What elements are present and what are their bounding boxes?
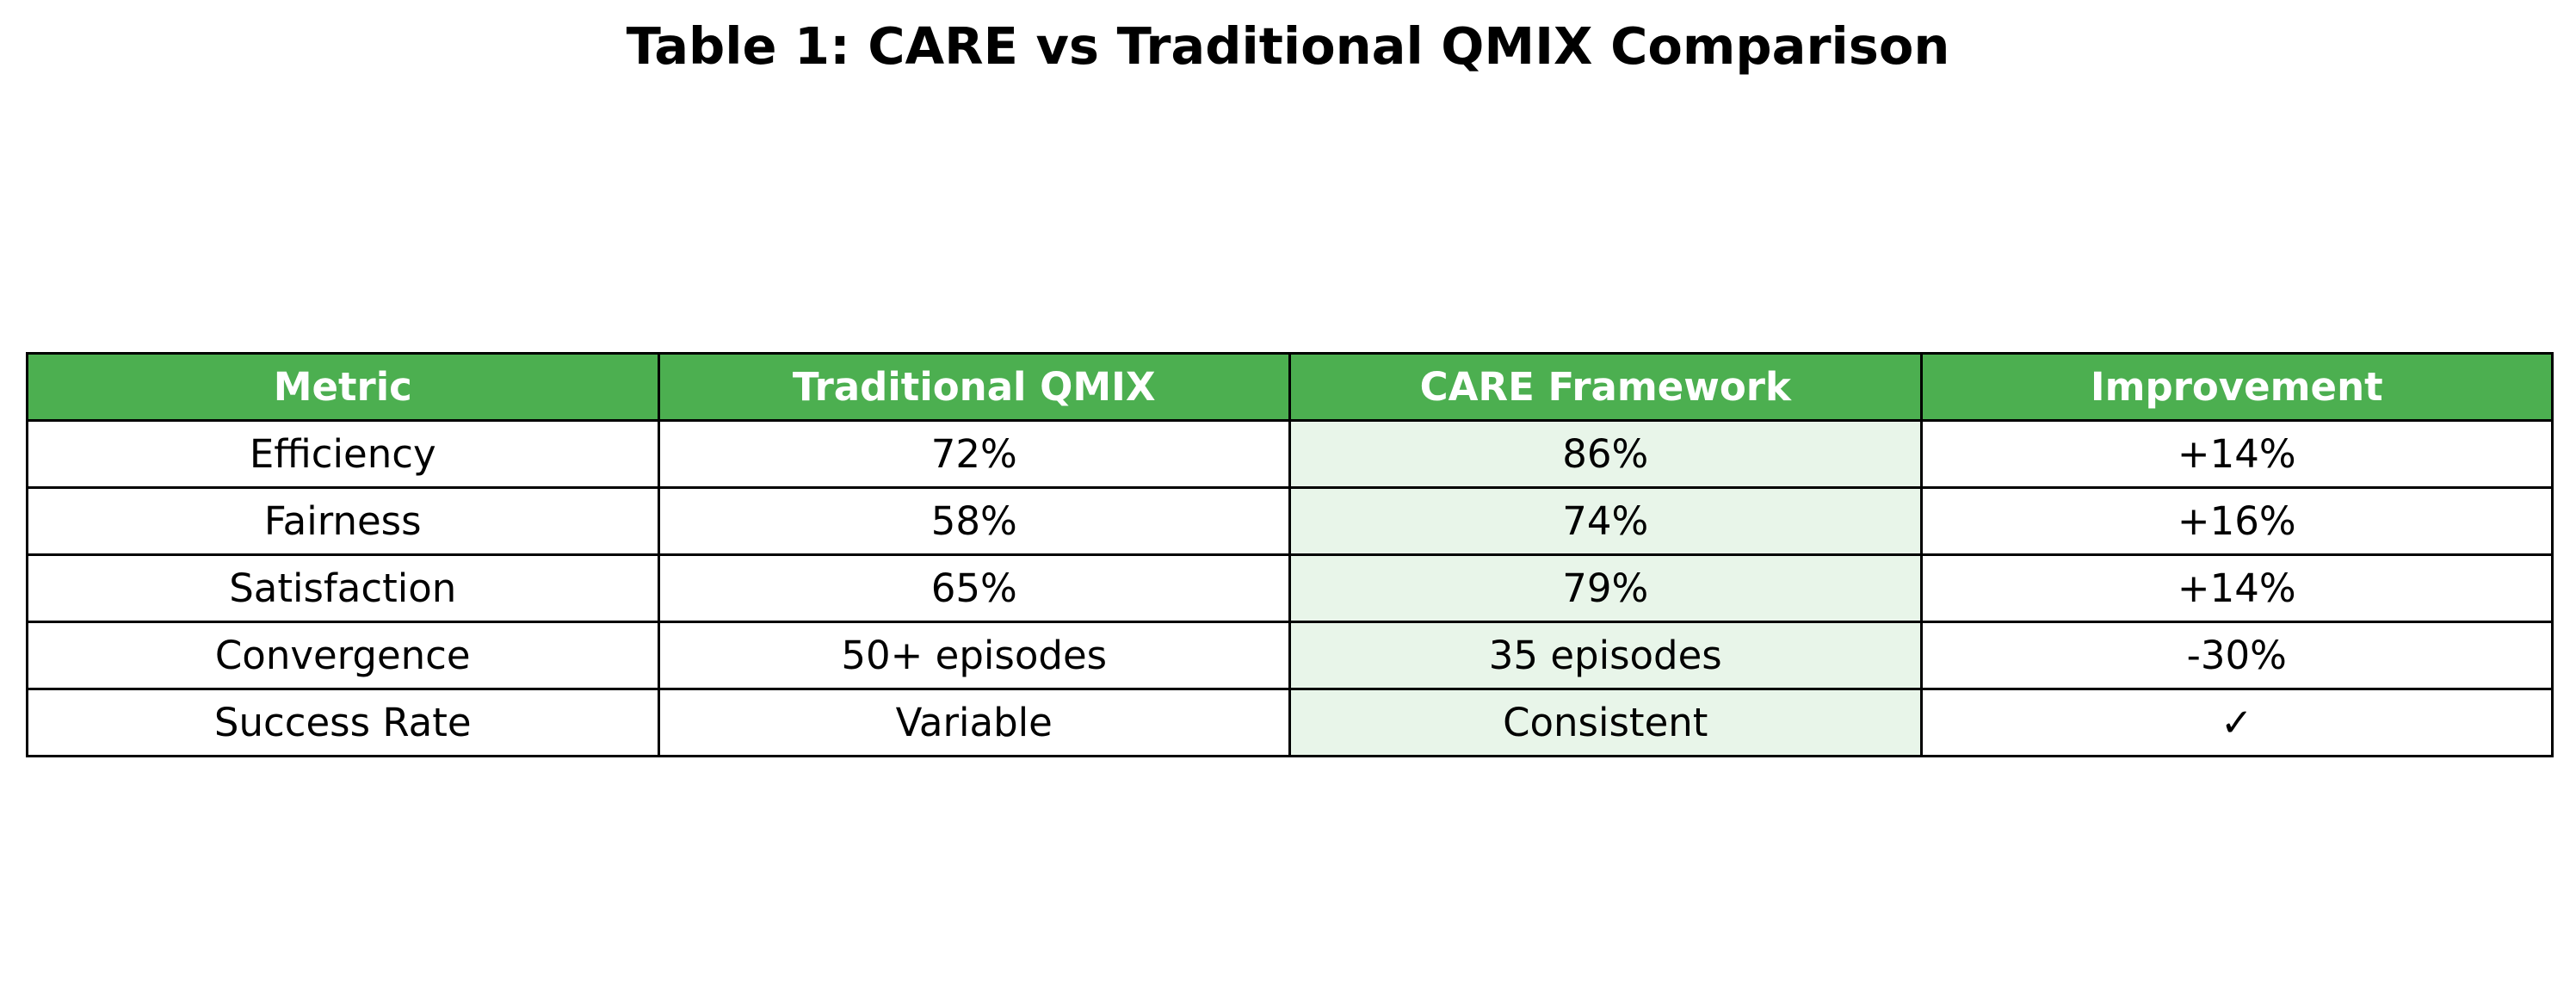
cell-metric: Satisfaction bbox=[26, 553, 660, 623]
header-cell-metric: Metric bbox=[26, 352, 660, 422]
table-row: Convergence 50+ episodes 35 episodes -30… bbox=[26, 621, 2554, 690]
table-row: Success Rate Variable Consistent ✓ bbox=[26, 688, 2554, 757]
cell-care-framework: 74% bbox=[1288, 486, 1923, 556]
cell-metric: Efficiency bbox=[26, 419, 660, 489]
table-row: Fairness 58% 74% +16% bbox=[26, 486, 2554, 556]
chart-title: Table 1: CARE vs Traditional QMIX Compar… bbox=[626, 16, 1950, 76]
cell-improvement: -30% bbox=[1919, 621, 2554, 690]
cell-care-framework: 35 episodes bbox=[1288, 621, 1923, 690]
table-row: Satisfaction 65% 79% +14% bbox=[26, 553, 2554, 623]
cell-improvement: +16% bbox=[1919, 486, 2554, 556]
cell-traditional-qmix: 72% bbox=[657, 419, 1291, 489]
cell-improvement: +14% bbox=[1919, 553, 2554, 623]
header-cell-improvement: Improvement bbox=[1919, 352, 2554, 422]
cell-care-framework: 86% bbox=[1288, 419, 1923, 489]
cell-improvement: ✓ bbox=[1919, 688, 2554, 757]
cell-traditional-qmix: 50+ episodes bbox=[657, 621, 1291, 690]
cell-metric: Convergence bbox=[26, 621, 660, 690]
cell-improvement: +14% bbox=[1919, 419, 2554, 489]
table-row: Efficiency 72% 86% +14% bbox=[26, 419, 2554, 489]
cell-metric: Fairness bbox=[26, 486, 660, 556]
header-cell-care-framework: CARE Framework bbox=[1288, 352, 1923, 422]
cell-traditional-qmix: 58% bbox=[657, 486, 1291, 556]
cell-care-framework: 79% bbox=[1288, 553, 1923, 623]
cell-traditional-qmix: 65% bbox=[657, 553, 1291, 623]
header-row: Metric Traditional QMIX CARE Framework I… bbox=[26, 352, 2554, 422]
cell-metric: Success Rate bbox=[26, 688, 660, 757]
cell-traditional-qmix: Variable bbox=[657, 688, 1291, 757]
cell-care-framework: Consistent bbox=[1288, 688, 1923, 757]
comparison-table: Metric Traditional QMIX CARE Framework I… bbox=[26, 352, 2554, 757]
header-cell-traditional-qmix: Traditional QMIX bbox=[657, 352, 1291, 422]
